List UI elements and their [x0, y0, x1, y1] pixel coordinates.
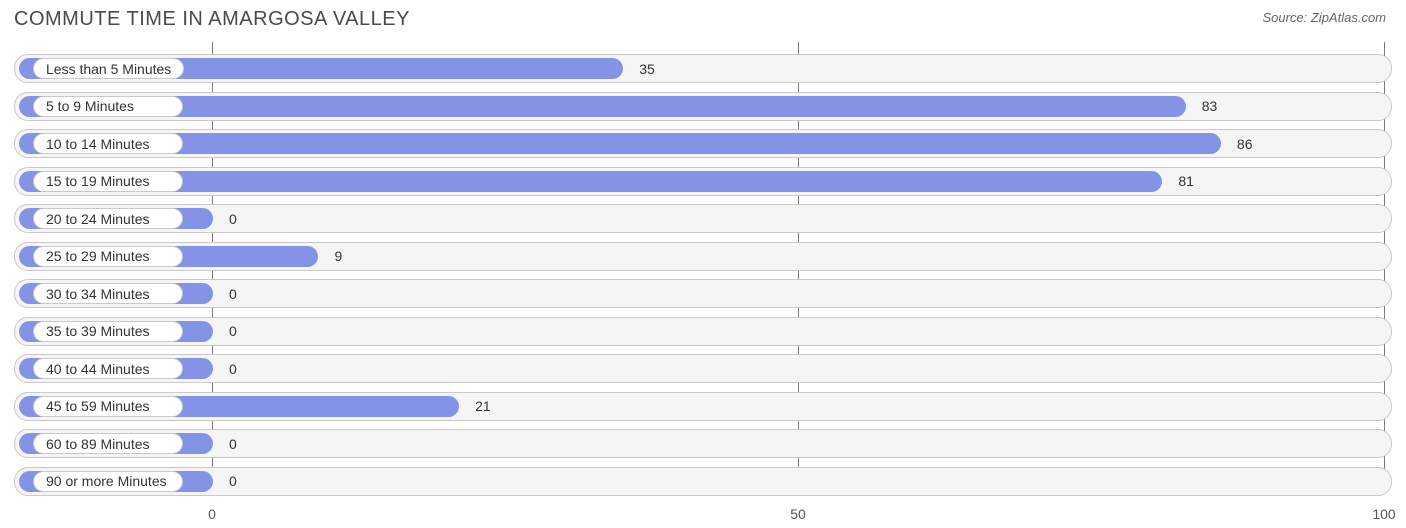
bar-row: 35 to 39 Minutes 0 — [14, 317, 1392, 346]
bar — [19, 133, 1221, 154]
bar-row: 45 to 59 Minutes 21 — [14, 392, 1392, 421]
chart-container: COMMUTE TIME IN AMARGOSA VALLEY Source: … — [0, 0, 1406, 523]
bar-label-pill: 5 to 9 Minutes — [33, 96, 183, 117]
bar-row: Less than 5 Minutes 35 — [14, 54, 1392, 83]
bar-label-pill: 20 to 24 Minutes — [33, 208, 183, 229]
bar-label-pill: 10 to 14 Minutes — [33, 133, 183, 154]
chart-title: COMMUTE TIME IN AMARGOSA VALLEY — [14, 8, 410, 31]
axis-tick: 50 — [790, 506, 806, 522]
chart-area: Less than 5 Minutes 35 5 to 9 Minutes 83 10 … — [14, 42, 1392, 528]
bar-value: 0 — [229, 430, 237, 457]
bar-row: 90 or more Minutes 0 — [14, 467, 1392, 496]
chart-header: COMMUTE TIME IN AMARGOSA VALLEY Source: … — [14, 8, 1392, 42]
axis-tick: 100 — [1372, 506, 1395, 522]
bar-value: 21 — [475, 393, 491, 420]
bar — [19, 96, 1186, 117]
bar-row: 30 to 34 Minutes 0 — [14, 279, 1392, 308]
bar-row: 40 to 44 Minutes 0 — [14, 354, 1392, 383]
bar-label-pill: 30 to 34 Minutes — [33, 283, 183, 304]
bar-row: 25 to 29 Minutes 9 — [14, 242, 1392, 271]
bar-label-pill: 35 to 39 Minutes — [33, 321, 183, 342]
chart-source: Source: ZipAtlas.com — [1262, 8, 1392, 25]
bar-value: 81 — [1178, 168, 1194, 195]
x-axis: 0 50 100 — [14, 504, 1392, 528]
bar-value: 35 — [639, 55, 655, 82]
bar-value: 83 — [1202, 93, 1218, 120]
bar-label-pill: Less than 5 Minutes — [33, 58, 184, 79]
bar-value: 0 — [229, 318, 237, 345]
bar-row: 15 to 19 Minutes 81 — [14, 167, 1392, 196]
bar-label-pill: 45 to 59 Minutes — [33, 396, 183, 417]
axis-tick: 0 — [208, 506, 216, 522]
bar — [19, 171, 1162, 192]
bar-value: 0 — [229, 468, 237, 495]
bar-label-pill: 60 to 89 Minutes — [33, 433, 183, 454]
bar-label-pill: 90 or more Minutes — [33, 471, 183, 492]
bar-value: 9 — [334, 243, 342, 270]
bar-label-pill: 40 to 44 Minutes — [33, 358, 183, 379]
bar-row: 20 to 24 Minutes 0 — [14, 204, 1392, 233]
bar-value: 0 — [229, 280, 237, 307]
bar-row: 5 to 9 Minutes 83 — [14, 92, 1392, 121]
bar-value: 0 — [229, 205, 237, 232]
bar-row: 10 to 14 Minutes 86 — [14, 129, 1392, 158]
bar-label-pill: 25 to 29 Minutes — [33, 246, 183, 267]
bar-label-pill: 15 to 19 Minutes — [33, 171, 183, 192]
chart-rows: Less than 5 Minutes 35 5 to 9 Minutes 83 10 … — [14, 42, 1392, 496]
bar-value: 86 — [1237, 130, 1253, 157]
bar-row: 60 to 89 Minutes 0 — [14, 429, 1392, 458]
bar-value: 0 — [229, 355, 237, 382]
